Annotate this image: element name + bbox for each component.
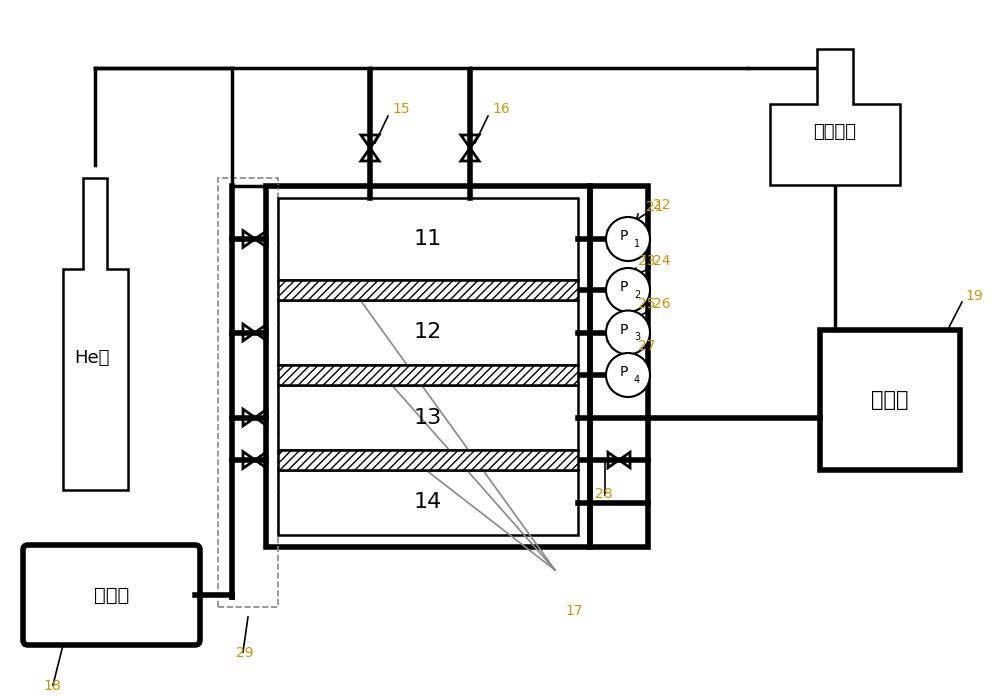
Text: 12: 12 [414, 322, 442, 343]
Circle shape [606, 268, 650, 312]
Text: P: P [620, 322, 628, 336]
Text: 18: 18 [43, 679, 61, 693]
Text: 27: 27 [638, 339, 656, 353]
Text: 1: 1 [634, 239, 640, 249]
Text: 14: 14 [414, 493, 442, 512]
Circle shape [606, 217, 650, 261]
Polygon shape [62, 178, 128, 490]
Text: 26: 26 [653, 297, 671, 311]
Text: 13: 13 [414, 408, 442, 427]
Bar [266, 186, 590, 547]
Text: 19: 19 [965, 289, 983, 303]
Text: P: P [620, 365, 628, 379]
Circle shape [606, 311, 650, 355]
Text: 真空泵: 真空泵 [94, 586, 129, 604]
Text: P: P [620, 280, 628, 294]
Bar [278, 365, 578, 385]
Text: 被测样品: 被测样品 [814, 124, 856, 142]
Bar [278, 280, 578, 300]
Bar [590, 186, 648, 547]
Circle shape [606, 353, 650, 397]
Bar [820, 330, 960, 470]
Text: 16: 16 [492, 102, 510, 116]
Text: 4: 4 [634, 375, 640, 385]
Text: 2: 2 [634, 290, 640, 300]
Text: 21: 21 [646, 200, 664, 214]
Text: 样品池: 样品池 [871, 390, 909, 410]
Text: 11: 11 [414, 229, 442, 249]
Bar [218, 178, 278, 607]
Text: 29: 29 [236, 646, 254, 660]
Text: 25: 25 [638, 297, 656, 311]
Polygon shape [770, 49, 900, 185]
Bar [278, 470, 578, 535]
Text: 23: 23 [638, 254, 656, 268]
Bar [278, 198, 578, 280]
Text: 17: 17 [565, 604, 583, 618]
Text: 15: 15 [392, 102, 410, 116]
Text: 24: 24 [653, 254, 670, 268]
Text: 28: 28 [595, 487, 613, 501]
Bar [278, 450, 578, 470]
Bar [278, 300, 578, 365]
Text: 3: 3 [634, 332, 640, 343]
FancyBboxPatch shape [23, 545, 200, 645]
Text: P: P [620, 229, 628, 243]
Text: He气: He气 [74, 348, 110, 366]
Bar [278, 385, 578, 450]
Text: 22: 22 [653, 198, 670, 212]
